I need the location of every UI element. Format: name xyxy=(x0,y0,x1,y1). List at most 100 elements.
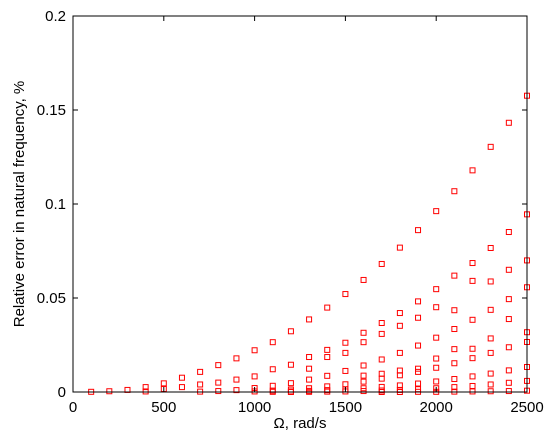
data-point xyxy=(360,372,367,379)
data-point xyxy=(487,335,494,342)
data-point xyxy=(396,349,403,356)
plot-frame xyxy=(72,15,528,393)
data-point xyxy=(415,342,422,349)
data-point xyxy=(469,355,476,362)
series-group xyxy=(142,211,530,395)
data-point xyxy=(342,291,349,298)
data-point xyxy=(505,316,512,323)
series-group xyxy=(197,284,530,395)
data-point xyxy=(306,316,313,323)
data-point xyxy=(360,276,367,283)
data-point xyxy=(415,365,422,372)
data-point xyxy=(505,367,512,374)
data-point xyxy=(269,366,276,373)
data-point xyxy=(142,388,149,395)
y-tick-label: 0.05 xyxy=(37,290,66,307)
data-point xyxy=(433,364,440,371)
data-point xyxy=(378,260,385,267)
plot-background xyxy=(73,16,527,392)
data-point xyxy=(378,356,385,363)
data-point xyxy=(396,310,403,317)
data-point xyxy=(505,119,512,126)
data-point xyxy=(415,380,422,387)
data-point xyxy=(215,379,222,386)
data-point xyxy=(451,188,458,195)
data-point xyxy=(215,362,222,369)
x-tick-label: 2000 xyxy=(420,399,453,416)
data-point xyxy=(287,328,294,335)
data-point xyxy=(469,277,476,284)
data-point xyxy=(487,381,494,388)
data-point xyxy=(324,354,331,361)
data-point xyxy=(505,229,512,236)
data-point xyxy=(233,376,240,383)
data-point xyxy=(342,349,349,356)
data-point xyxy=(451,360,458,367)
data-point xyxy=(469,373,476,380)
series-group xyxy=(360,316,530,379)
data-point xyxy=(342,339,349,346)
data-point xyxy=(451,376,458,383)
data-point xyxy=(469,316,476,323)
data-point xyxy=(178,374,185,381)
x-axis-label: Ω, rad/s xyxy=(274,415,327,432)
data-point xyxy=(451,272,458,279)
data-point xyxy=(360,388,367,395)
x-tick-label: 1000 xyxy=(238,399,271,416)
data-point xyxy=(451,307,458,314)
data-point xyxy=(287,361,294,368)
data-point xyxy=(433,355,440,362)
data-point xyxy=(142,384,149,391)
data-point xyxy=(487,244,494,251)
data-point xyxy=(378,320,385,326)
data-point xyxy=(306,376,313,383)
data-point xyxy=(287,380,294,387)
data-point xyxy=(197,368,204,375)
data-point xyxy=(324,372,331,379)
y-tick-label: 0.1 xyxy=(45,196,66,213)
data-point xyxy=(360,362,367,369)
data-point xyxy=(505,266,512,273)
y-tick-label: 0.15 xyxy=(37,102,66,119)
data-point xyxy=(360,339,367,346)
data-point xyxy=(396,372,403,379)
data-point xyxy=(178,384,185,391)
data-point xyxy=(487,349,494,356)
data-point xyxy=(106,388,113,395)
x-tick-label: 2500 xyxy=(510,399,543,416)
data-point xyxy=(233,387,240,394)
data-point xyxy=(360,329,367,336)
data-point xyxy=(505,296,512,303)
data-point xyxy=(415,314,422,321)
data-point xyxy=(433,304,440,311)
series-group xyxy=(88,92,530,395)
data-point xyxy=(487,388,494,395)
data-point xyxy=(396,322,403,329)
data-point xyxy=(269,339,276,346)
data-point xyxy=(251,373,258,380)
data-point xyxy=(324,346,331,353)
x-tick-label: 500 xyxy=(151,399,176,416)
data-point xyxy=(415,368,422,375)
data-point xyxy=(233,355,240,362)
y-axis-label: Relative error in natural frequency, % xyxy=(11,81,28,328)
data-point xyxy=(469,388,476,395)
data-point xyxy=(487,306,494,313)
data-point xyxy=(505,388,512,395)
data-point xyxy=(215,388,222,395)
data-point xyxy=(378,375,385,382)
y-tick-label: 0.2 xyxy=(45,8,66,25)
data-point xyxy=(306,365,313,372)
data-point xyxy=(160,380,167,387)
data-point xyxy=(487,278,494,285)
data-point xyxy=(360,378,367,385)
data-point xyxy=(469,345,476,352)
data-point xyxy=(342,367,349,374)
data-point xyxy=(451,326,458,333)
data-point xyxy=(433,286,440,293)
data-point xyxy=(433,334,440,341)
data-point xyxy=(433,378,440,385)
data-point xyxy=(487,143,494,150)
